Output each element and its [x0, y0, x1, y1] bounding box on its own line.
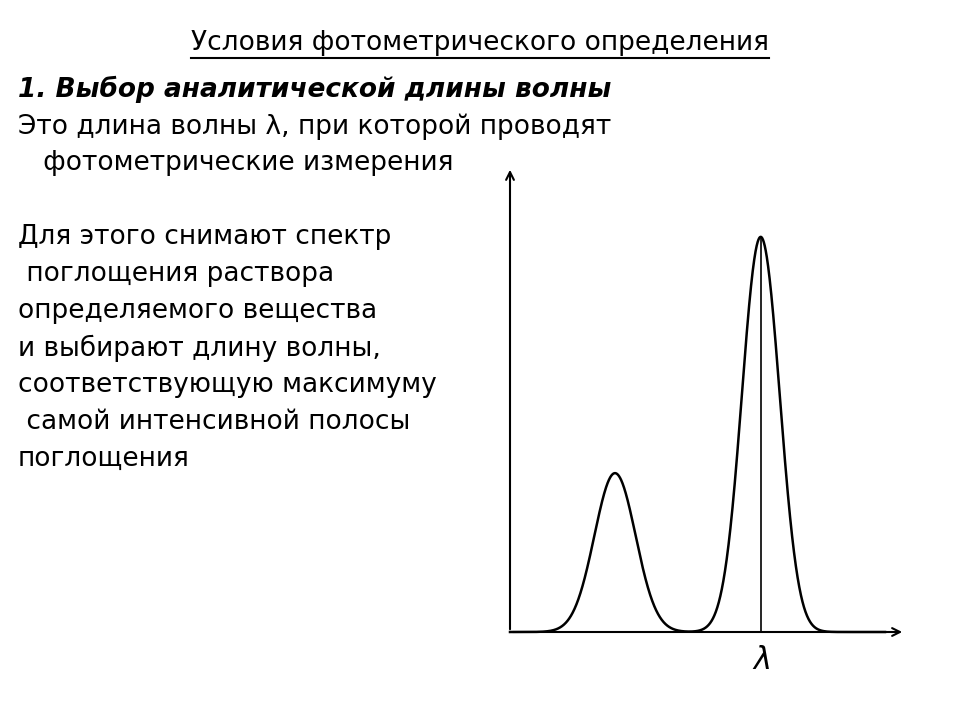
Text: Для этого снимают спектр: Для этого снимают спектр [18, 224, 392, 250]
Text: $\lambda$: $\lambda$ [752, 646, 770, 675]
Text: поглощения раствора: поглощения раствора [18, 261, 334, 287]
Text: Это длина волны λ, при которой проводят: Это длина волны λ, при которой проводят [18, 113, 612, 140]
Text: определяемого вещества: определяемого вещества [18, 298, 377, 324]
Text: самой интенсивной полосы: самой интенсивной полосы [18, 409, 410, 435]
Text: фотометрические измерения: фотометрические измерения [18, 150, 453, 176]
Text: 1. Выбор аналитической длины волны: 1. Выбор аналитической длины волны [18, 76, 612, 103]
Text: соответствующую максимуму: соответствующую максимуму [18, 372, 437, 398]
Text: Условия фотометрического определения: Условия фотометрического определения [191, 30, 769, 56]
Text: и выбирают длину волны,: и выбирают длину волны, [18, 335, 381, 362]
Text: поглощения: поглощения [18, 446, 190, 472]
